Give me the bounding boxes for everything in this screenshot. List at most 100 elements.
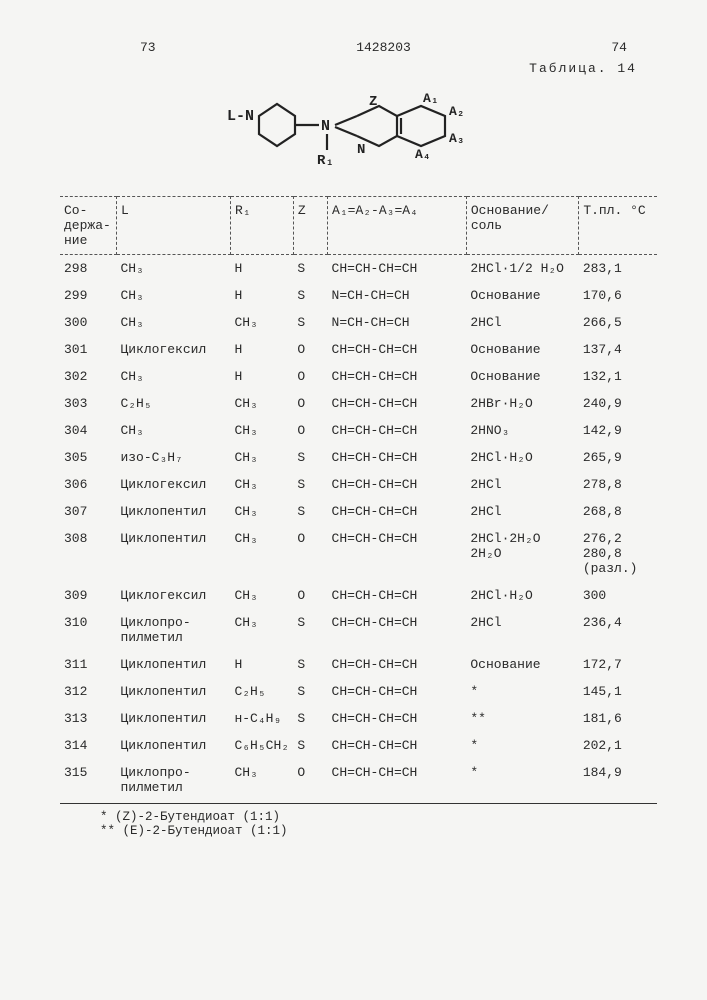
- table-cell: CH=CH-CH=CH: [328, 471, 467, 498]
- svg-text:R₁: R₁: [317, 153, 334, 169]
- svg-text:A₄: A₄: [415, 147, 431, 162]
- table-cell: CH₃: [230, 309, 293, 336]
- col-header-r1: R₁: [230, 197, 293, 255]
- svg-text:N: N: [357, 142, 365, 158]
- table-cell: 2HCl·H₂O: [466, 582, 578, 609]
- table-cell: Циклопро- пилметил: [116, 759, 230, 804]
- table-cell: C₆H₅CH₂: [230, 732, 293, 759]
- svg-text:A₃: A₃: [449, 131, 465, 146]
- table-cell: S: [293, 444, 327, 471]
- table-row: 304CH₃CH₃OCH=CH-CH=CH2HNO₃142,9: [60, 417, 657, 444]
- table-cell: 304: [60, 417, 116, 444]
- table-cell: Циклопентил: [116, 705, 230, 732]
- table-cell: 2HCl·H₂O: [466, 444, 578, 471]
- table-cell: 172,7: [579, 651, 657, 678]
- table-cell: O: [293, 582, 327, 609]
- table-cell: 314: [60, 732, 116, 759]
- table-cell: H: [230, 336, 293, 363]
- table-cell: 202,1: [579, 732, 657, 759]
- table-cell: S: [293, 678, 327, 705]
- table-cell: CH₃: [230, 525, 293, 582]
- table-cell: 2HCl: [466, 309, 578, 336]
- table-cell: CH=CH-CH=CH: [328, 444, 467, 471]
- table-cell: C₂H₅: [230, 678, 293, 705]
- table-cell: S: [293, 282, 327, 309]
- table-cell: CH₃: [230, 417, 293, 444]
- table-cell: 132,1: [579, 363, 657, 390]
- table-cell: 2HCl: [466, 609, 578, 651]
- table-cell: 315: [60, 759, 116, 804]
- col-header-a: A₁=A₂-A₃=A₄: [328, 197, 467, 255]
- table-cell: 145,1: [579, 678, 657, 705]
- table-cell: S: [293, 705, 327, 732]
- table-cell: Циклопентил: [116, 678, 230, 705]
- table-cell: 276,2 280,8 (разл.): [579, 525, 657, 582]
- table-cell: CH=CH-CH=CH: [328, 390, 467, 417]
- table-cell: CH=CH-CH=CH: [328, 498, 467, 525]
- table-cell: 302: [60, 363, 116, 390]
- table-cell: CH=CH-CH=CH: [328, 255, 467, 283]
- table-cell: CH=CH-CH=CH: [328, 732, 467, 759]
- col-header-mp: T.пл. °C: [579, 197, 657, 255]
- table-cell: S: [293, 309, 327, 336]
- table-cell: Циклопентил: [116, 651, 230, 678]
- table-cell: 306: [60, 471, 116, 498]
- table-cell: *: [466, 732, 578, 759]
- table-cell: Циклопентил: [116, 525, 230, 582]
- table-cell: H: [230, 651, 293, 678]
- table-cell: CH=CH-CH=CH: [328, 705, 467, 732]
- table-cell: 308: [60, 525, 116, 582]
- col-header-z: Z: [293, 197, 327, 255]
- table-cell: 298: [60, 255, 116, 283]
- table-cell: 309: [60, 582, 116, 609]
- table-cell: 2HCl·1/2 H₂O: [466, 255, 578, 283]
- table-cell: 300: [60, 309, 116, 336]
- table-row: 299CH₃HSN=CH-CH=CHОснование170,6: [60, 282, 657, 309]
- table-cell: н-C₄H₉: [230, 705, 293, 732]
- table-cell: 2HCl: [466, 498, 578, 525]
- table-cell: N=CH-CH=CH: [328, 309, 467, 336]
- table-cell: Основание: [466, 336, 578, 363]
- table-cell: 184,9: [579, 759, 657, 804]
- table-cell: 313: [60, 705, 116, 732]
- table-cell: 278,8: [579, 471, 657, 498]
- table-cell: 310: [60, 609, 116, 651]
- table-row: 310Циклопро- пилметилCH₃SCH=CH-CH=CH2HCl…: [60, 609, 657, 651]
- table-cell: 283,1: [579, 255, 657, 283]
- table-cell: 307: [60, 498, 116, 525]
- table-cell: CH=CH-CH=CH: [328, 582, 467, 609]
- table-cell: CH₃: [230, 390, 293, 417]
- footnote-1: * (Z)-2-Бутендиоат (1:1): [100, 810, 657, 824]
- table-row: 303C₂H₅CH₃OCH=CH-CH=CH2HBr·H₂O240,9: [60, 390, 657, 417]
- table-row: 302CH₃HOCH=CH-CH=CHОснование132,1: [60, 363, 657, 390]
- table-cell: Циклогексил: [116, 471, 230, 498]
- table-cell: Циклопентил: [116, 732, 230, 759]
- table-row: 307ЦиклопентилCH₃SCH=CH-CH=CH2HCl268,8: [60, 498, 657, 525]
- table-cell: Циклогексил: [116, 582, 230, 609]
- page-num-right: 74: [611, 40, 627, 55]
- svg-text:A₂: A₂: [449, 104, 465, 119]
- table-cell: S: [293, 651, 327, 678]
- table-row: 298CH₃HSCH=CH-CH=CH2HCl·1/2 H₂O283,1: [60, 255, 657, 283]
- table-cell: CH=CH-CH=CH: [328, 525, 467, 582]
- table-row: 309ЦиклогексилCH₃OCH=CH-CH=CH2HCl·H₂O300: [60, 582, 657, 609]
- table-cell: Циклопро- пилметил: [116, 609, 230, 651]
- table-cell: CH₃: [230, 609, 293, 651]
- chemical-structure: L-N N R₁ Z N A₁ A: [60, 88, 657, 178]
- table-cell: CH=CH-CH=CH: [328, 759, 467, 804]
- table-row: 313Циклопентилн-C₄H₉SCH=CH-CH=CH**181,6: [60, 705, 657, 732]
- col-header-base: Основание/ соль: [466, 197, 578, 255]
- table-row: 315Циклопро- пилметилCH₃OCH=CH-CH=CH*184…: [60, 759, 657, 804]
- table-row: 308ЦиклопентилCH₃OCH=CH-CH=CH2HCl·2H₂O 2…: [60, 525, 657, 582]
- table-cell: CH=CH-CH=CH: [328, 678, 467, 705]
- table-cell: S: [293, 732, 327, 759]
- table-cell: Основание: [466, 363, 578, 390]
- table-cell: 240,9: [579, 390, 657, 417]
- table-cell: O: [293, 525, 327, 582]
- table-cell: 2HBr·H₂O: [466, 390, 578, 417]
- table-cell: 268,8: [579, 498, 657, 525]
- table-cell: *: [466, 678, 578, 705]
- table-cell: O: [293, 390, 327, 417]
- footnotes: * (Z)-2-Бутендиоат (1:1) ** (E)-2-Бутенд…: [60, 810, 657, 838]
- table-cell: CH₃: [230, 582, 293, 609]
